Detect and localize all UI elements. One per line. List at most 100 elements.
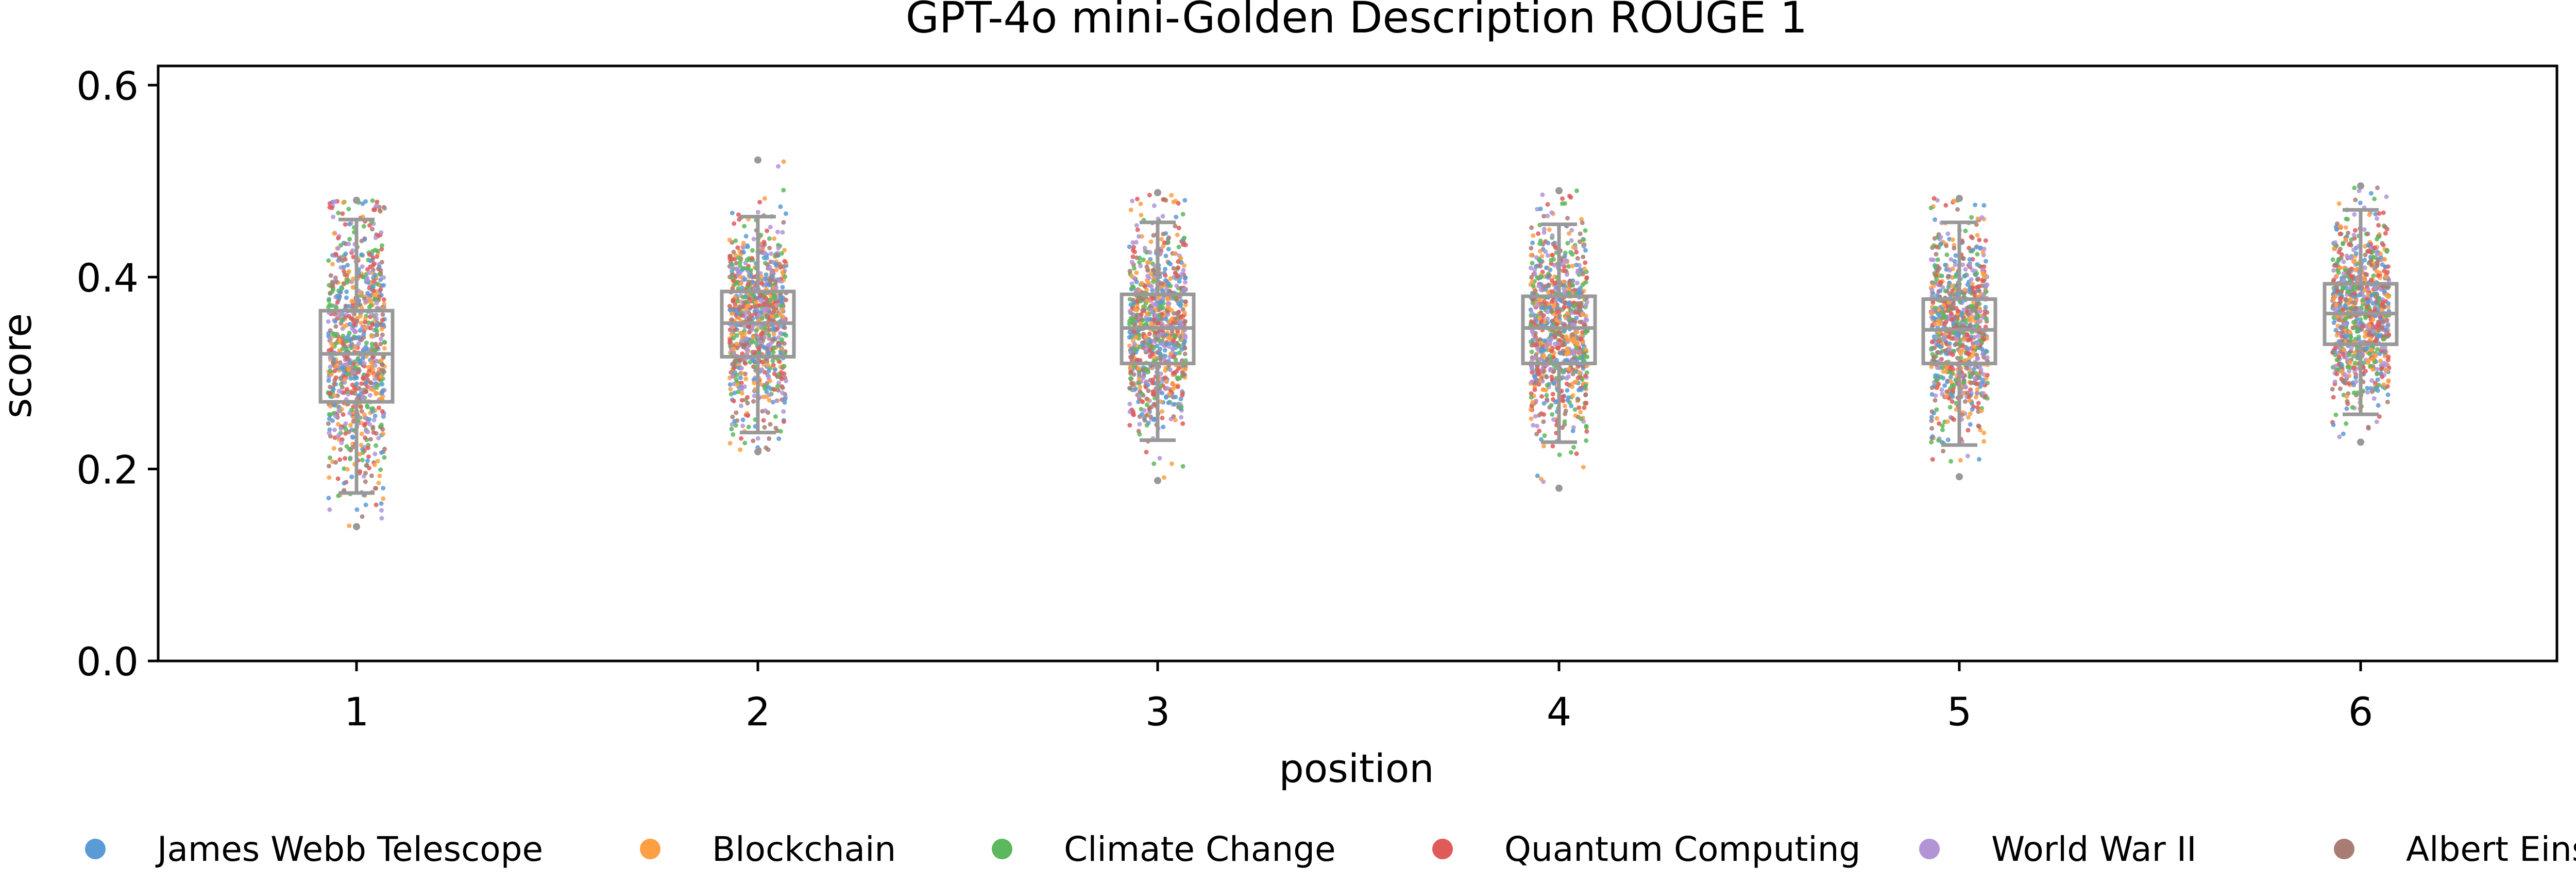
strip-point xyxy=(1974,323,1979,328)
strip-point xyxy=(1163,395,1168,400)
strip-point xyxy=(781,159,786,164)
strip-point xyxy=(1974,352,1979,358)
strip-point xyxy=(1528,407,1533,412)
strip-point xyxy=(735,298,740,303)
strip-point xyxy=(1933,305,1938,311)
strip-point xyxy=(1974,271,1979,276)
strip-point xyxy=(1173,316,1178,321)
strip-point xyxy=(346,357,351,362)
strip-point xyxy=(1176,245,1181,249)
strip-point xyxy=(1574,188,1579,193)
strip-point xyxy=(1146,260,1151,265)
strip-point xyxy=(1166,400,1171,405)
strip-point xyxy=(2353,361,2358,366)
strip-point xyxy=(1985,396,1990,401)
strip-point xyxy=(761,256,767,260)
strip-point xyxy=(333,324,338,329)
strip-point xyxy=(1182,263,1187,268)
strip-point xyxy=(767,236,772,241)
strip-point xyxy=(1942,321,1947,326)
strip-point xyxy=(343,377,348,382)
strip-point xyxy=(1145,298,1150,303)
strip-point xyxy=(1975,277,1980,282)
strip-point xyxy=(772,387,777,392)
strip-point xyxy=(740,423,745,429)
strip-point xyxy=(778,265,783,270)
strip-point xyxy=(1529,311,1534,316)
strip-point xyxy=(1939,274,1944,279)
strip-point xyxy=(380,312,385,317)
strip-point xyxy=(1130,285,1135,290)
strip-point xyxy=(1948,257,1954,262)
strip-point xyxy=(1978,367,1984,372)
strip-point xyxy=(2330,257,2335,262)
strip-point xyxy=(766,368,771,373)
strip-point xyxy=(727,303,732,309)
strip-point xyxy=(341,412,346,417)
strip-point xyxy=(1137,234,1141,239)
strip-point xyxy=(2381,210,2386,215)
strip-point xyxy=(1549,348,1554,353)
strip-point xyxy=(1132,266,1137,271)
strip-point xyxy=(1567,194,1572,198)
strip-point xyxy=(363,325,368,330)
strip-point xyxy=(1535,473,1540,479)
strip-point xyxy=(775,384,780,389)
strip-point xyxy=(1570,429,1575,433)
strip-point xyxy=(751,335,755,340)
strip-point xyxy=(1976,284,1981,289)
strip-point xyxy=(1529,379,1534,384)
strip-point xyxy=(1935,343,1940,347)
strip-point xyxy=(1136,429,1141,434)
strip-point xyxy=(1931,354,1936,360)
strip-point xyxy=(750,248,755,253)
strip-point xyxy=(1160,415,1165,420)
strip-point xyxy=(1156,320,1161,326)
strip-point xyxy=(1969,234,1974,239)
strip-point xyxy=(755,334,760,339)
strip-point xyxy=(729,427,734,432)
strip-point xyxy=(763,276,768,281)
strip-point xyxy=(358,314,363,319)
strip-point xyxy=(1132,347,1138,352)
strip-point xyxy=(332,368,337,373)
strip-point xyxy=(1939,387,1944,393)
strip-point xyxy=(1954,401,1959,406)
strip-point xyxy=(1964,346,1970,351)
strip-point xyxy=(1567,302,1572,308)
strip-point xyxy=(734,342,739,346)
strip-point xyxy=(351,328,357,333)
strip-point xyxy=(1129,274,1134,279)
strip-point xyxy=(1557,313,1562,318)
strip-point xyxy=(338,426,344,431)
strip-point xyxy=(739,386,744,392)
strip-point xyxy=(1575,270,1580,275)
strip-point xyxy=(1539,305,1545,310)
strip-point xyxy=(734,410,739,415)
strip-point xyxy=(1539,259,1544,264)
strip-point xyxy=(2352,212,2357,217)
strip-point xyxy=(333,414,338,419)
strip-point xyxy=(1161,231,1166,236)
strip-point xyxy=(332,199,337,204)
strip-point xyxy=(736,255,741,260)
strip-point xyxy=(338,447,343,452)
strip-point xyxy=(774,267,779,273)
strip-point xyxy=(1181,287,1187,292)
strip-point xyxy=(1166,235,1172,240)
strip-point xyxy=(1973,202,1978,208)
strip-point xyxy=(2365,231,2370,236)
strip-point xyxy=(327,431,332,436)
strip-point xyxy=(742,266,747,271)
strip-point xyxy=(1574,379,1579,384)
strip-point xyxy=(1548,341,1553,346)
strip-point xyxy=(770,337,775,342)
strip-point xyxy=(330,418,335,423)
strip-point xyxy=(772,293,777,298)
strip-point xyxy=(779,251,784,256)
strip-point xyxy=(1530,400,1535,405)
strip-point xyxy=(1583,330,1588,335)
strip-point xyxy=(1951,388,1956,394)
strip-point xyxy=(1938,280,1943,285)
strip-point xyxy=(1583,228,1588,233)
